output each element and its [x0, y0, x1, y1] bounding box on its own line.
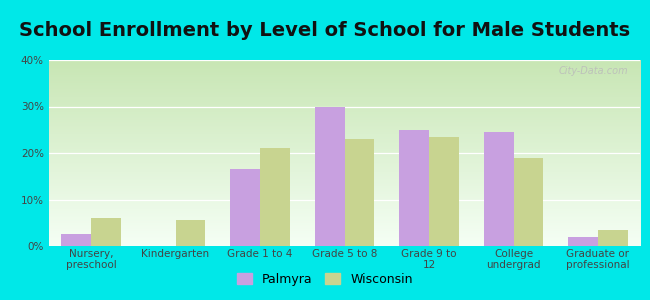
Bar [429, 137, 459, 246]
Bar [260, 148, 290, 246]
Bar [484, 132, 514, 246]
Text: City-Data.com: City-Data.com [559, 66, 629, 76]
Bar [176, 220, 205, 246]
Bar [91, 218, 121, 246]
Bar [344, 139, 374, 246]
Bar [598, 230, 627, 246]
Legend: Palmyra, Wisconsin: Palmyra, Wisconsin [232, 268, 418, 291]
Bar [61, 234, 91, 246]
Bar [230, 169, 260, 246]
Bar [568, 237, 598, 246]
Text: School Enrollment by Level of School for Male Students: School Enrollment by Level of School for… [20, 21, 630, 40]
Bar [514, 158, 543, 246]
Bar [315, 106, 344, 246]
Bar [399, 130, 429, 246]
